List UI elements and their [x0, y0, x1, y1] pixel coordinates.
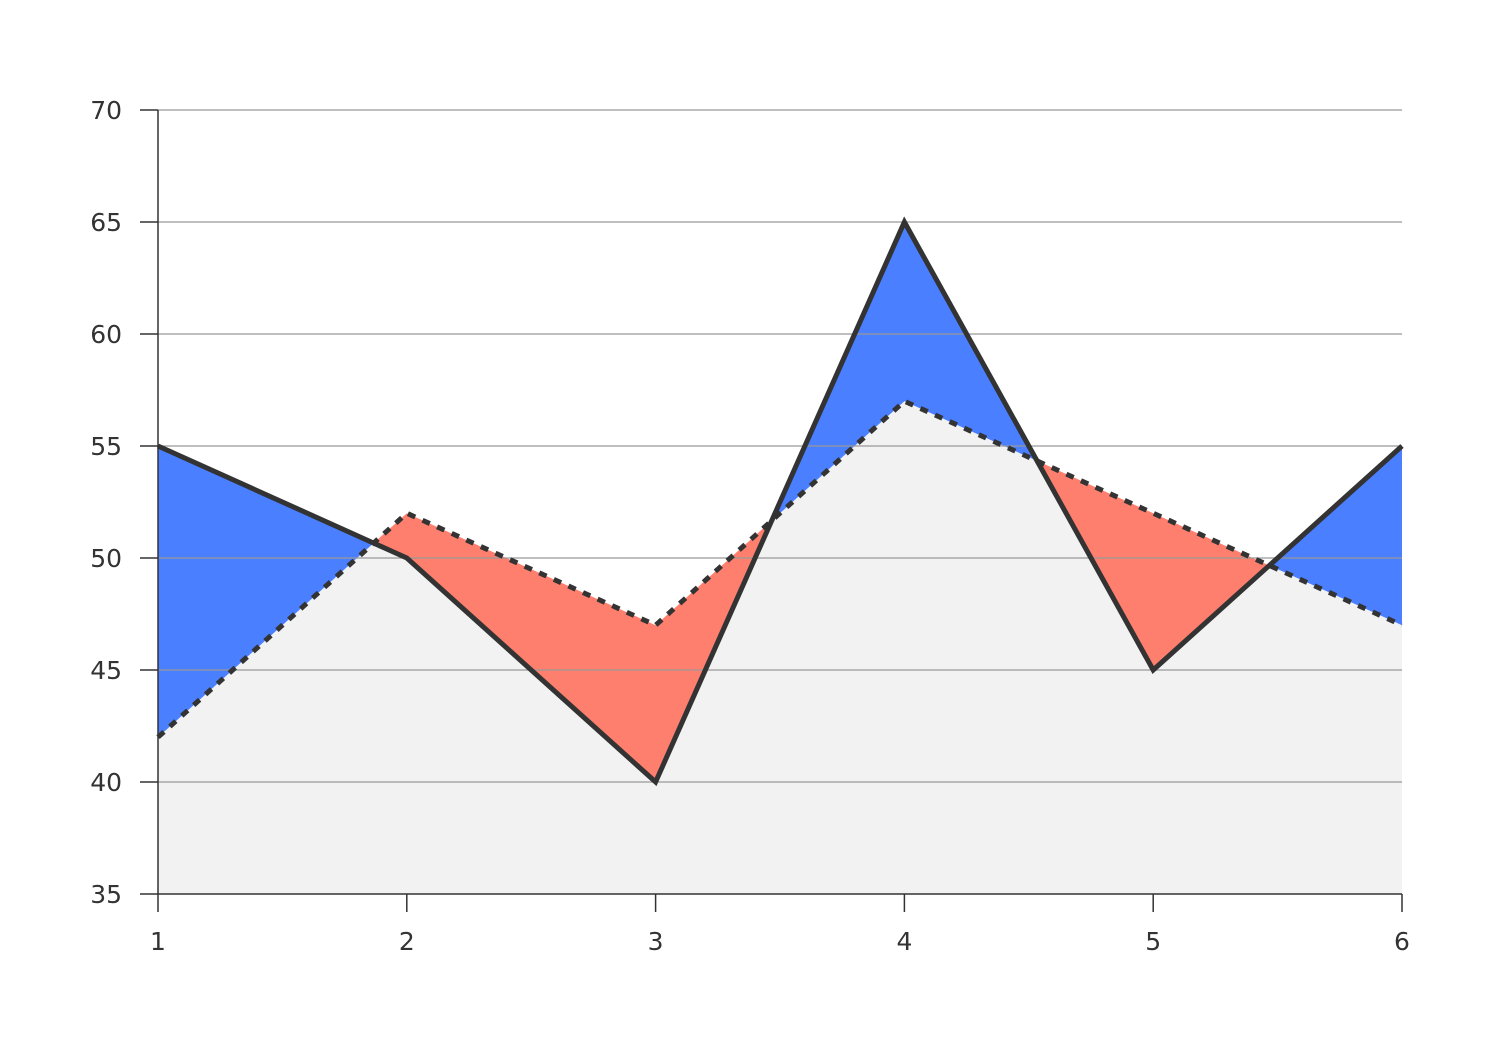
- y-tick-label: 65: [90, 208, 122, 237]
- y-tick-label: 45: [90, 656, 122, 685]
- x-tick-label: 2: [399, 927, 415, 956]
- fill-layer: [158, 222, 1402, 894]
- y-tick-label: 50: [90, 544, 122, 573]
- x-tick-label: 5: [1145, 927, 1161, 956]
- lines-layer: [156, 216, 1404, 787]
- y-tick-label: 35: [90, 880, 122, 909]
- x-tick-label: 6: [1394, 927, 1410, 956]
- y-tick-label: 60: [90, 320, 122, 349]
- x-tick-label: 3: [648, 927, 664, 956]
- difference-region-dotted-above: [373, 513, 772, 782]
- series-line-dotted: [156, 398, 1404, 740]
- y-tick-label: 70: [90, 96, 122, 125]
- series-line-solid: [156, 216, 1404, 787]
- y-tick-label: 55: [90, 432, 122, 461]
- grid-layer: [158, 109, 1402, 783]
- x-tick-label: 4: [896, 927, 912, 956]
- y-tick-label: 40: [90, 768, 122, 797]
- difference-region-solid-above: [1269, 446, 1402, 626]
- base-area: [158, 401, 1402, 894]
- x-tick-label: 1: [150, 927, 166, 956]
- axes-layer: [140, 109, 1403, 912]
